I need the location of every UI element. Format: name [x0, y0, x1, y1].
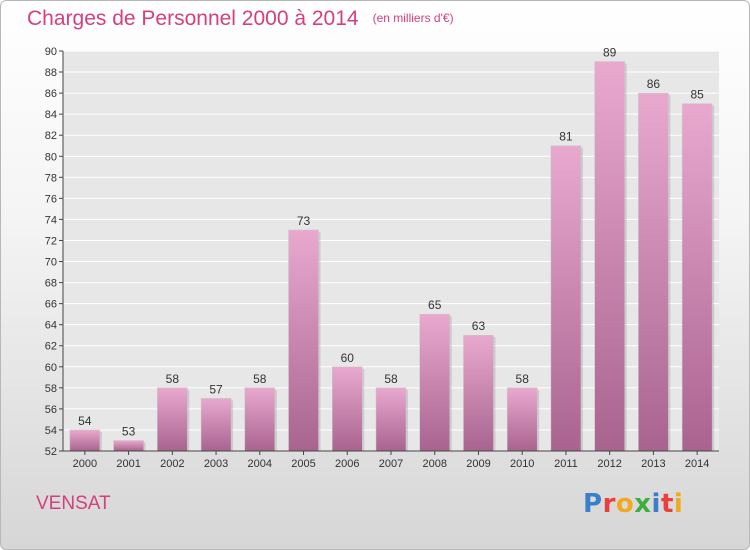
chart-subtitle: (en milliers d'€): [372, 11, 454, 25]
y-tick-label: 72: [45, 235, 57, 247]
y-tick-label: 66: [45, 299, 57, 311]
bar-value-label: 53: [122, 424, 136, 438]
bar: [506, 387, 538, 452]
x-tick-label: 2009: [466, 458, 490, 470]
x-tick-label: 2003: [204, 458, 228, 470]
logo-letter: o: [615, 489, 635, 519]
proxiti-logo: Proxiti: [583, 489, 683, 519]
y-tick-label: 62: [45, 341, 57, 353]
y-tick-label: 52: [45, 446, 57, 458]
x-tick-label: 2010: [510, 458, 534, 470]
bar-value-label: 60: [341, 351, 355, 365]
x-tick-label: 2001: [116, 458, 140, 470]
logo-letter: x: [634, 489, 652, 519]
y-tick-label: 80: [45, 151, 57, 163]
x-tick-label: 2004: [248, 458, 272, 470]
bar: [288, 229, 319, 452]
bar: [157, 387, 188, 452]
chart-title-text: Charges de Personnel 2000 à 2014: [27, 7, 359, 30]
y-tick-label: 88: [45, 67, 57, 79]
bar-value-label: 58: [516, 372, 530, 386]
y-tick-label: 74: [45, 214, 57, 226]
bar: [332, 366, 363, 452]
bar: [200, 398, 232, 452]
x-tick-label: 2008: [422, 458, 446, 470]
y-tick-label: 60: [45, 362, 57, 374]
y-tick-label: 78: [45, 172, 57, 184]
commune-name: VENSAT: [36, 493, 111, 514]
x-tick-label: 2006: [335, 458, 359, 470]
bar: [638, 92, 669, 452]
y-tick-label: 82: [45, 130, 57, 142]
x-tick-label: 2014: [685, 458, 709, 470]
x-tick-label: 2005: [291, 458, 315, 470]
x-tick-label: 2011: [554, 458, 578, 470]
bar: [69, 429, 101, 452]
y-tick-label: 58: [45, 383, 57, 395]
bar: [463, 334, 494, 452]
bar: [550, 145, 582, 452]
logo-letter: i: [651, 489, 661, 519]
bar-value-label: 73: [297, 214, 311, 228]
x-tick-label: 2013: [641, 458, 665, 470]
bar: [244, 387, 276, 452]
bar-value-label: 65: [428, 298, 442, 312]
bar-value-label: 86: [647, 77, 661, 91]
bar-value-label: 58: [384, 372, 398, 386]
y-tick-label: 84: [45, 109, 57, 121]
chart-title: Charges de Personnel 2000 à 2014 (en mill…: [27, 7, 454, 31]
y-tick-label: 56: [45, 404, 57, 416]
x-tick-label: 2007: [379, 458, 403, 470]
y-tick-label: 76: [45, 193, 57, 205]
x-tick-label: 2002: [160, 458, 184, 470]
bar: [113, 440, 144, 452]
logo-letter: i: [673, 489, 684, 519]
bar-value-label: 81: [559, 130, 573, 144]
bar: [681, 103, 713, 452]
y-tick-label: 90: [45, 46, 57, 58]
bar-value-label: 63: [472, 319, 486, 333]
y-tick-label: 86: [45, 88, 57, 100]
logo-letter: t: [660, 489, 674, 519]
y-tick-label: 64: [45, 320, 57, 332]
x-tick-label: 2012: [597, 458, 621, 470]
y-tick-label: 68: [45, 278, 57, 290]
bar: [419, 313, 450, 452]
bar: [594, 61, 625, 452]
bar-value-label: 85: [690, 88, 704, 102]
bar-value-label: 54: [78, 414, 92, 428]
logo-letter: P: [583, 489, 603, 519]
bar-value-label: 58: [253, 372, 267, 386]
y-tick-label: 54: [45, 425, 57, 437]
x-tick-label: 2000: [73, 458, 97, 470]
bar-value-label: 57: [209, 382, 223, 396]
bar-value-label: 58: [166, 372, 180, 386]
bar-value-label: 89: [603, 46, 617, 60]
logo-letter: r: [602, 489, 616, 519]
bar: [375, 387, 407, 452]
y-tick-label: 70: [45, 257, 57, 269]
